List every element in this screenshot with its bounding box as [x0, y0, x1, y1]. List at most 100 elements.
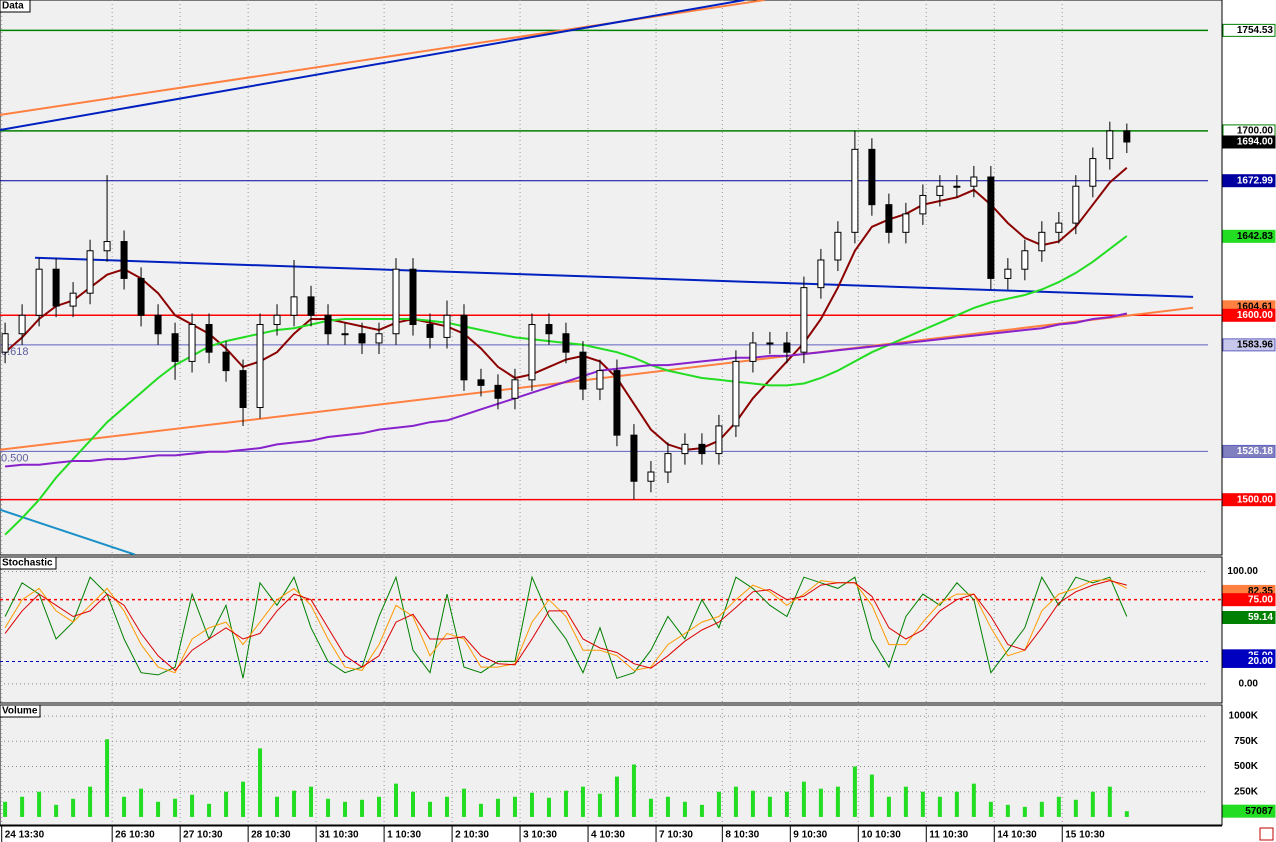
x-tick-label: 4 10:30: [591, 830, 625, 841]
level-box: [1222, 610, 1276, 624]
level-box: [1222, 174, 1276, 188]
volume-bar: [903, 786, 908, 817]
volume-bar: [580, 786, 585, 817]
volume-bar: [529, 792, 534, 817]
volume-bar: [478, 803, 483, 817]
volume-bar: [37, 791, 42, 817]
plot-layer: [0, 705, 1208, 825]
x-tick-label: 14 10:30: [997, 830, 1037, 841]
candle-body: [868, 148, 876, 206]
level-box: [1222, 493, 1276, 507]
volume-bar: [20, 796, 25, 817]
volume-bar: [461, 788, 466, 817]
candle-body: [715, 425, 723, 455]
volume-bar: [3, 801, 8, 817]
volume-bar: [648, 798, 653, 817]
x-tick-label: 10 10:30: [861, 830, 901, 841]
volume-bar: [1073, 799, 1078, 817]
volume-bar: [631, 764, 636, 817]
fib-label: 0.500: [1, 452, 29, 464]
x-tick-label: 1 10:30: [387, 830, 421, 841]
candle-body: [290, 296, 298, 316]
candle-body: [613, 370, 621, 436]
level-box: [1222, 135, 1276, 149]
trendline: [0, 0, 745, 131]
volume-bar: [750, 790, 755, 817]
candle-body: [851, 148, 859, 233]
candle-body: [1072, 185, 1080, 224]
candle-body: [392, 268, 400, 335]
volume-bar: [377, 796, 382, 817]
volume-bar: [614, 776, 619, 817]
volume-bar: [190, 794, 195, 817]
pane-title-box: [0, 556, 57, 570]
plot-area: [0, 556, 1223, 704]
pane-title: Volume: [2, 706, 38, 717]
y-tick-label: 250K: [1234, 786, 1259, 797]
volume-bar: [988, 801, 993, 817]
candle-body: [783, 342, 791, 353]
candle-body: [953, 185, 961, 188]
pane-title-box: [0, 0, 31, 13]
candle-body: [545, 324, 553, 335]
volume-bar: [852, 766, 857, 817]
pane-title: Data: [2, 1, 24, 12]
volume-bar: [1039, 801, 1044, 817]
candle-body: [987, 176, 995, 279]
level-label: 1694.00: [1237, 137, 1274, 148]
volume-bar: [1090, 791, 1095, 817]
volume-bar: [360, 799, 365, 817]
candle-body: [970, 176, 978, 187]
volume-bar: [1124, 811, 1129, 817]
indicator-line: [4, 580, 1127, 672]
candle-body: [1004, 268, 1012, 279]
candle-body: [817, 259, 825, 289]
candle-body: [1106, 130, 1114, 160]
volume-bar: [54, 804, 59, 817]
candle-body: [375, 333, 383, 344]
level-box: [1222, 804, 1276, 818]
volume-bar: [971, 783, 976, 817]
candle-body: [562, 333, 570, 353]
level-box: [1222, 23, 1276, 37]
pane-title-box: [0, 704, 41, 718]
level-box: [1222, 308, 1276, 322]
volume-bar: [835, 786, 840, 817]
y-tick-label: 0.00: [1239, 679, 1259, 690]
candle-body: [18, 314, 26, 335]
y-tick-label: 100.00: [1227, 566, 1258, 577]
volume-bar: [292, 790, 297, 817]
volume-bar: [937, 796, 942, 817]
pane-title: Stochastic: [2, 558, 53, 569]
candle-body: [35, 268, 43, 316]
plot-layer: [0, 557, 1222, 703]
volume-bar: [546, 797, 551, 817]
candle-body: [494, 384, 502, 399]
candle-body: [103, 241, 111, 252]
volume-bar: [139, 788, 144, 817]
level-box: [1222, 444, 1276, 458]
candle-body: [596, 370, 604, 390]
volume-bar: [156, 801, 161, 817]
candle-body: [732, 360, 740, 427]
candle-body: [800, 287, 808, 353]
x-tick-label: 8 10:30: [725, 830, 759, 841]
volume-bar: [410, 791, 415, 817]
indicator-line: [4, 578, 1128, 674]
volume-bar: [801, 781, 806, 817]
volume-bar: [1022, 806, 1027, 817]
candle-body: [902, 213, 910, 233]
indicator-line: [4, 575, 1128, 679]
candle-body: [120, 241, 128, 279]
candle-body: [1038, 231, 1046, 252]
candle-body: [307, 296, 315, 316]
volume-bar: [954, 791, 959, 817]
x-tick-label: 7 10:30: [659, 830, 693, 841]
volume-bar: [733, 786, 738, 817]
candle-body: [681, 443, 689, 455]
indicator-line: [4, 312, 1128, 468]
level-label: 1583.96: [1237, 340, 1274, 351]
volume-bar: [886, 796, 891, 817]
level-label: 82.35: [1248, 586, 1273, 597]
volume-bar: [258, 748, 263, 817]
